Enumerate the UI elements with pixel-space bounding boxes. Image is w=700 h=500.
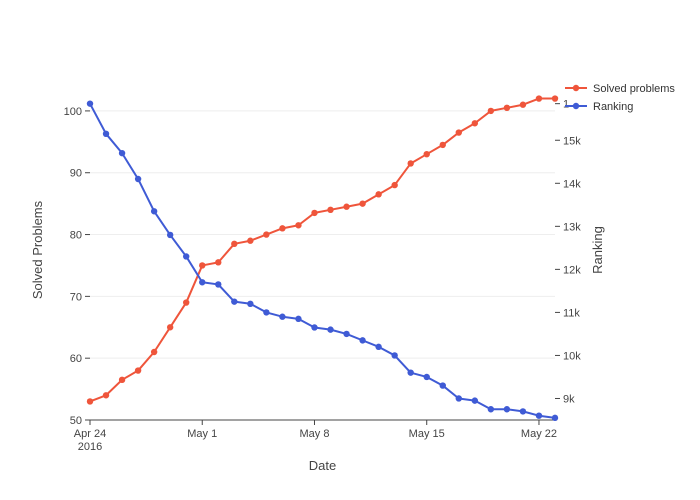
series-marker-0 — [103, 392, 109, 398]
series-marker-0 — [456, 129, 462, 135]
series-marker-0 — [472, 120, 478, 126]
y-right-tick-label: 12k — [563, 264, 581, 276]
series-marker-0 — [327, 207, 333, 213]
series-marker-0 — [151, 349, 157, 355]
legend-swatch-marker[interactable] — [573, 85, 579, 91]
x-tick-label: May 22 — [521, 428, 557, 440]
y-right-tick-label: 1 — [563, 99, 569, 111]
series-marker-0 — [520, 102, 526, 108]
x-tick-label: May 15 — [409, 428, 445, 440]
series-marker-0 — [359, 200, 365, 206]
legend-label[interactable]: Solved problems — [593, 83, 675, 95]
series-marker-0 — [391, 182, 397, 188]
y-left-axis-title: Solved Problems — [30, 200, 45, 299]
y-right-tick-label: 15k — [563, 135, 581, 147]
series-marker-1 — [440, 382, 446, 388]
y-right-tick-label: 10k — [563, 350, 581, 362]
series-marker-0 — [119, 377, 125, 383]
series-marker-1 — [135, 176, 141, 182]
series-marker-1 — [375, 344, 381, 350]
series-marker-1 — [215, 281, 221, 287]
x-tick-label: May 8 — [299, 428, 329, 440]
y-left-tick-label: 70 — [70, 291, 82, 303]
series-marker-1 — [295, 316, 301, 322]
y-right-tick-label: 14k — [563, 178, 581, 190]
x-tick-label: Apr 24 — [74, 428, 106, 440]
y-right-tick-label: 9k — [563, 393, 575, 405]
series-marker-1 — [424, 374, 430, 380]
series-marker-0 — [343, 204, 349, 210]
series-marker-1 — [87, 100, 93, 106]
y-left-tick-label: 90 — [70, 168, 82, 180]
series-marker-0 — [215, 259, 221, 265]
x-tick-year: 2016 — [78, 441, 102, 453]
series-marker-0 — [231, 241, 237, 247]
series-marker-1 — [407, 369, 413, 375]
legend-swatch-marker[interactable] — [573, 103, 579, 109]
series-marker-1 — [552, 415, 558, 421]
series-marker-1 — [279, 314, 285, 320]
series-marker-1 — [327, 326, 333, 332]
x-axis-title: Date — [309, 458, 336, 473]
series-line-1 — [90, 104, 555, 418]
series-marker-1 — [359, 337, 365, 343]
series-marker-1 — [231, 298, 237, 304]
series-marker-0 — [552, 95, 558, 101]
series-marker-1 — [391, 352, 397, 358]
series-marker-0 — [167, 324, 173, 330]
y-right-axis-title: Ranking — [590, 226, 605, 274]
series-line-0 — [90, 99, 555, 402]
series-marker-0 — [440, 142, 446, 148]
series-marker-0 — [424, 151, 430, 157]
series-marker-0 — [279, 225, 285, 231]
series-marker-1 — [103, 131, 109, 137]
legend-label[interactable]: Ranking — [593, 101, 633, 113]
series-marker-1 — [343, 331, 349, 337]
y-right-tick-label: 13k — [563, 221, 581, 233]
series-marker-1 — [183, 253, 189, 259]
series-marker-1 — [488, 406, 494, 412]
chart-container: Apr 242016 May 1 May 8 May 15 May 22 50 60 70 80… — [0, 0, 700, 500]
series-marker-0 — [375, 191, 381, 197]
series-marker-0 — [263, 231, 269, 237]
series-marker-0 — [536, 95, 542, 101]
series-marker-1 — [504, 406, 510, 412]
series-marker-0 — [311, 210, 317, 216]
series-marker-1 — [520, 408, 526, 414]
series-marker-0 — [295, 222, 301, 228]
series-marker-1 — [536, 413, 542, 419]
series-marker-0 — [407, 160, 413, 166]
series-marker-0 — [247, 238, 253, 244]
series-marker-0 — [87, 398, 93, 404]
series-marker-0 — [183, 299, 189, 305]
x-tick-label: May 1 — [187, 428, 217, 440]
y-right-tick-label: 11k — [563, 307, 580, 319]
series-marker-1 — [263, 309, 269, 315]
y-left-tick-label: 60 — [70, 353, 82, 365]
series-marker-1 — [151, 208, 157, 214]
series-marker-0 — [135, 367, 141, 373]
series-marker-1 — [456, 395, 462, 401]
series-marker-1 — [199, 279, 205, 285]
series-marker-1 — [247, 301, 253, 307]
line-chart: Apr 242016 May 1 May 8 May 15 May 22 50 60 70 80… — [0, 0, 700, 500]
y-left-tick-label: 100 — [64, 106, 82, 118]
series-marker-1 — [119, 150, 125, 156]
y-left-tick-label: 80 — [70, 230, 82, 242]
series-marker-1 — [311, 324, 317, 330]
series-marker-0 — [504, 105, 510, 111]
series-marker-1 — [472, 397, 478, 403]
series-marker-0 — [488, 108, 494, 114]
y-left-tick-label: 50 — [70, 415, 82, 427]
series-marker-0 — [199, 262, 205, 268]
series-marker-1 — [167, 232, 173, 238]
